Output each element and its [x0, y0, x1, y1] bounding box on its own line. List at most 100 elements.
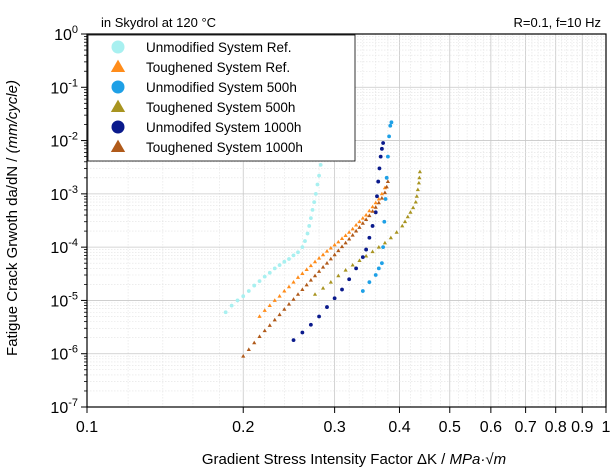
data-point	[370, 224, 375, 228]
legend-marker	[111, 120, 125, 134]
data-point	[357, 225, 362, 229]
data-point	[318, 162, 323, 167]
data-point	[291, 338, 296, 343]
data-point	[262, 274, 267, 279]
data-point	[370, 204, 375, 209]
legend-label: Toughened System 1000h	[146, 140, 303, 155]
data-point	[312, 200, 317, 205]
data-point	[286, 302, 292, 306]
data-point	[332, 252, 337, 257]
data-point	[262, 328, 267, 333]
data-point	[381, 141, 386, 145]
data-point	[300, 287, 305, 291]
data-point	[291, 297, 296, 301]
data-point	[360, 255, 365, 260]
y-tick-label: 100	[54, 24, 78, 44]
annotation-right: R=0.1, f=10 Hz	[514, 15, 601, 30]
legend-marker	[111, 80, 125, 94]
series-2	[257, 185, 388, 318]
data-point	[383, 197, 388, 201]
data-point	[350, 262, 355, 267]
data-point	[332, 242, 337, 247]
data-point	[241, 294, 246, 299]
data-point	[377, 166, 382, 171]
data-point	[252, 340, 257, 345]
y-tick-label: 10-6	[50, 344, 78, 364]
data-point	[357, 258, 362, 263]
data-point	[317, 314, 321, 319]
data-point	[387, 134, 391, 139]
data-point	[411, 205, 416, 210]
series-1	[223, 141, 325, 315]
data-point	[277, 294, 282, 298]
data-point	[336, 239, 341, 244]
data-point	[324, 261, 330, 265]
data-point	[300, 271, 305, 275]
data-point	[320, 265, 326, 269]
data-point	[310, 207, 315, 212]
data-point	[384, 184, 389, 189]
data-point	[267, 303, 272, 308]
y-tick-labels: 10-7 10-6 10-5 10-4 10-3 10-2 10-1 100	[50, 24, 78, 417]
series-5	[291, 141, 386, 343]
data-point	[336, 248, 341, 253]
data-point	[312, 273, 318, 278]
data-point	[370, 249, 375, 254]
data-point	[360, 221, 365, 225]
data-point	[382, 190, 388, 195]
data-point	[308, 216, 313, 221]
data-point	[408, 210, 413, 214]
y-tick-label: 10-1	[50, 77, 78, 97]
data-point	[325, 305, 329, 309]
annotation-left: in Skydrol at 120 °C	[101, 15, 216, 30]
data-point	[315, 182, 320, 187]
data-point	[267, 323, 272, 327]
data-point	[257, 314, 262, 318]
data-point	[320, 252, 326, 257]
data-point	[379, 196, 384, 200]
data-point	[350, 232, 355, 237]
data-point	[384, 175, 389, 180]
data-point	[223, 310, 228, 315]
data-point	[282, 288, 287, 293]
y-tick-label: 10-5	[50, 290, 78, 310]
data-point	[308, 278, 313, 282]
data-point	[308, 322, 313, 327]
data-point	[381, 245, 386, 250]
data-point	[303, 239, 307, 243]
data-point	[267, 270, 272, 275]
data-point	[394, 230, 399, 234]
data-point	[291, 280, 296, 284]
y-tick-label: 10-3	[50, 184, 78, 204]
data-point	[376, 200, 381, 205]
data-point	[257, 334, 262, 338]
data-point	[312, 292, 318, 296]
data-point	[246, 347, 251, 351]
data-point	[370, 209, 375, 213]
data-point	[360, 289, 365, 293]
data-point	[382, 219, 387, 224]
data-point	[373, 200, 378, 205]
legend-label: Unmodified System 500h	[146, 80, 297, 95]
data-point	[350, 226, 355, 231]
legend-label: Unmodified System Ref.	[146, 40, 292, 55]
data-point	[379, 261, 384, 266]
data-point	[376, 179, 381, 184]
data-point	[343, 233, 348, 237]
data-point	[272, 317, 277, 322]
data-point	[304, 267, 309, 271]
data-point	[376, 266, 381, 271]
data-point	[320, 285, 326, 290]
data-point	[414, 194, 419, 198]
data-point	[367, 213, 372, 218]
y-axis-label-main: Fatigue Crack Grwoth da/dN /	[4, 153, 21, 356]
x-tick-label: 0.8	[545, 419, 567, 436]
ticks	[81, 33, 607, 413]
data-point	[286, 284, 292, 289]
data-point	[296, 250, 300, 255]
data-point	[354, 228, 359, 233]
data-point	[313, 191, 318, 196]
data-point	[305, 231, 310, 236]
y-tick-label: 10-2	[50, 131, 78, 151]
